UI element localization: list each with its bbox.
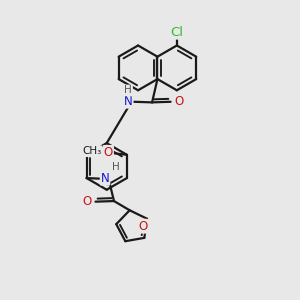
Text: N: N	[124, 95, 133, 108]
Text: H: H	[112, 162, 119, 172]
Text: O: O	[82, 195, 92, 208]
Text: CH₃: CH₃	[82, 146, 102, 156]
Text: O: O	[174, 95, 184, 108]
Text: O: O	[104, 146, 113, 159]
Text: Cl: Cl	[170, 26, 183, 38]
Text: H: H	[124, 85, 132, 95]
Text: O: O	[138, 220, 147, 233]
Text: N: N	[101, 172, 110, 184]
